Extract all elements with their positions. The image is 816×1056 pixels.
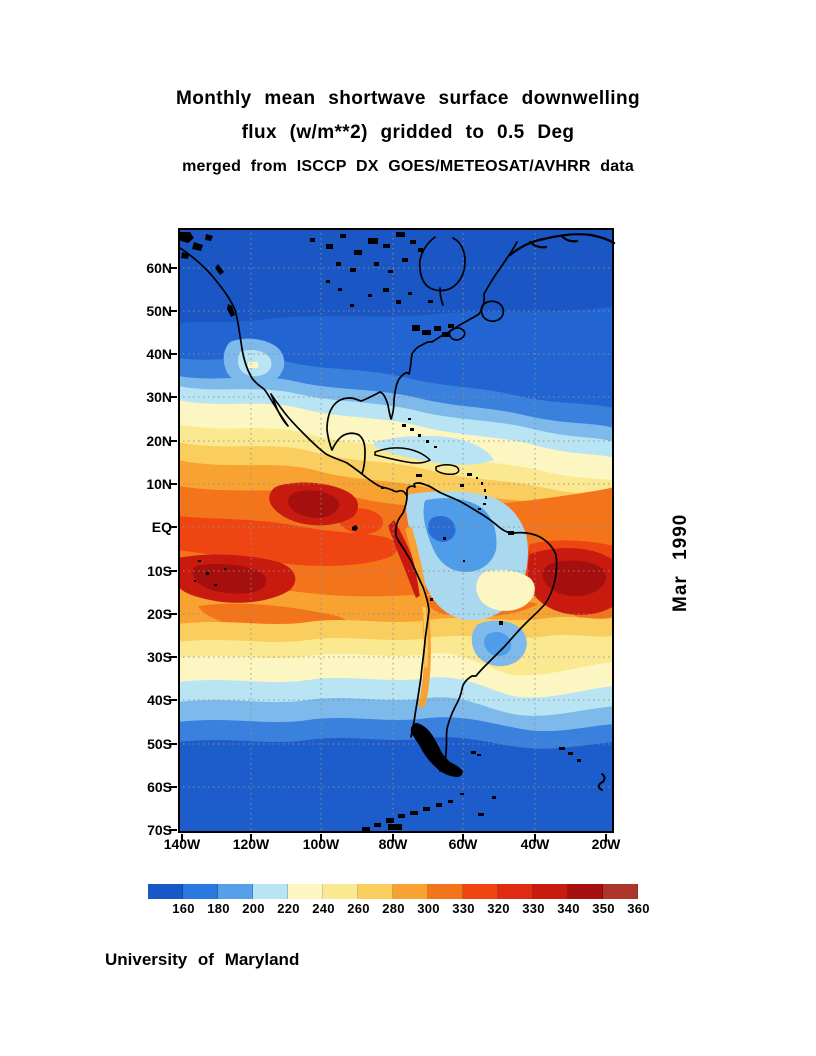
colorbar-cell xyxy=(428,884,463,899)
colorbar-cell xyxy=(323,884,358,899)
lat-label-40S: 40S xyxy=(147,692,172,708)
title-line-3: merged from ISCCP DX GOES/METEOSAT/AVHRR… xyxy=(182,158,634,175)
lon-label-20W: 20W xyxy=(591,836,621,852)
colorbar-tick: 260 xyxy=(347,901,370,916)
colorbar-tick: 180 xyxy=(207,901,230,916)
colorbar-cell xyxy=(568,884,603,899)
colorbar-tick: 340 xyxy=(557,901,580,916)
title-line-1: Monthly mean shortwave surface downwelli… xyxy=(176,88,640,109)
lat-label-70S: 70S xyxy=(147,822,172,838)
lon-label-100W: 100W xyxy=(302,836,340,852)
title-line-2: flux (w/m**2) gridded to 0.5 Deg xyxy=(241,122,575,143)
lat-label-10S: 10S xyxy=(147,563,172,579)
lat-ticks xyxy=(169,267,177,831)
lat-label-50S: 50S xyxy=(147,736,172,752)
colorbar-tick: 320 xyxy=(487,901,510,916)
map-svg xyxy=(169,228,616,842)
colorbar-tick: 330 xyxy=(522,901,545,916)
colorbar-cell xyxy=(463,884,498,899)
colorbar-tick: 330 xyxy=(452,901,475,916)
colorbar-cell xyxy=(603,884,638,899)
lon-label-60W: 60W xyxy=(448,836,478,852)
colorbar-cell xyxy=(288,884,323,899)
lon-label-120W: 120W xyxy=(232,836,270,852)
colorbar-tick: 300 xyxy=(417,901,440,916)
lat-label-60S: 60S xyxy=(147,779,172,795)
date-label: Mar 1990 xyxy=(670,513,691,612)
lat-label-40N: 40N xyxy=(146,346,172,362)
flux-field xyxy=(178,228,614,833)
colorbar-tick: 160 xyxy=(172,901,195,916)
lat-label-20N: 20N xyxy=(146,433,172,449)
lon-label-140W: 140W xyxy=(163,836,201,852)
colorbar-cell xyxy=(358,884,393,899)
lat-label-EQ: EQ xyxy=(151,519,172,535)
colorbar-cell xyxy=(393,884,428,899)
plot-frame xyxy=(169,228,614,842)
colorbar-cell xyxy=(148,884,183,899)
colorbar xyxy=(148,884,638,899)
colorbar-tick: 200 xyxy=(242,901,265,916)
map-plot-area xyxy=(169,228,616,842)
colorbar-cell xyxy=(253,884,288,899)
islands-and-lakes xyxy=(178,232,581,831)
lon-label-40W: 40W xyxy=(520,836,550,852)
colorbar-tick: 350 xyxy=(592,901,615,916)
colorbar-labels: 160 180 200 220 240 260 280 300 330 320 … xyxy=(166,901,656,916)
lat-label-50N: 50N xyxy=(146,303,172,319)
lat-label-30S: 30S xyxy=(147,649,172,665)
colorbar-tick: 360 xyxy=(627,901,650,916)
lat-label-60N: 60N xyxy=(146,260,172,276)
colorbar-tick: 220 xyxy=(277,901,300,916)
credit-text: University of Maryland xyxy=(105,950,300,969)
colorbar-cell xyxy=(218,884,253,899)
colorbar-cell xyxy=(183,884,218,899)
lon-label-80W: 80W xyxy=(378,836,408,852)
coastlines xyxy=(179,233,616,791)
colorbar-tick: 280 xyxy=(382,901,405,916)
lat-label-20S: 20S xyxy=(147,606,172,622)
lat-label-30N: 30N xyxy=(146,389,172,405)
lon-ticks xyxy=(181,834,607,842)
colorbar-tick: 240 xyxy=(312,901,335,916)
colorbar-cell xyxy=(533,884,568,899)
lat-label-10N: 10N xyxy=(146,476,172,492)
colorbar-cell xyxy=(498,884,533,899)
